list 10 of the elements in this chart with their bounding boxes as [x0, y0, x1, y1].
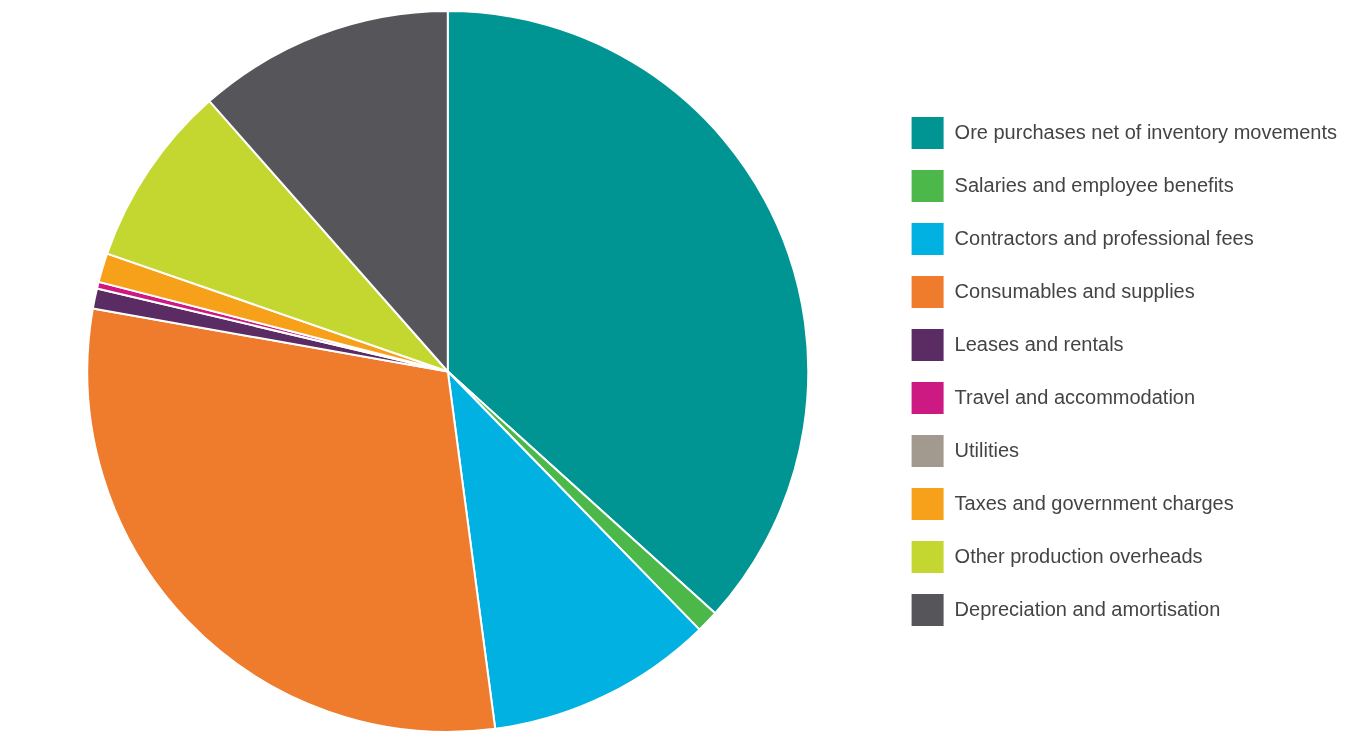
legend-label: Taxes and government charges — [954, 491, 1234, 514]
legend-label: Travel and accommodation — [954, 385, 1196, 408]
legend-label: Salaries and employee benefits — [954, 173, 1234, 196]
legend-label: Contractors and professional fees — [954, 226, 1254, 249]
legend-label: Depreciation and amortisation — [954, 597, 1221, 620]
legend-label: Ore purchases net of inventory movements — [954, 120, 1337, 143]
legend-label: Utilities — [954, 438, 1020, 461]
legend-label: Other production overheads — [954, 544, 1203, 567]
legend-label: Leases and rentals — [954, 332, 1124, 355]
legend-label: Consumables and supplies — [954, 279, 1195, 302]
